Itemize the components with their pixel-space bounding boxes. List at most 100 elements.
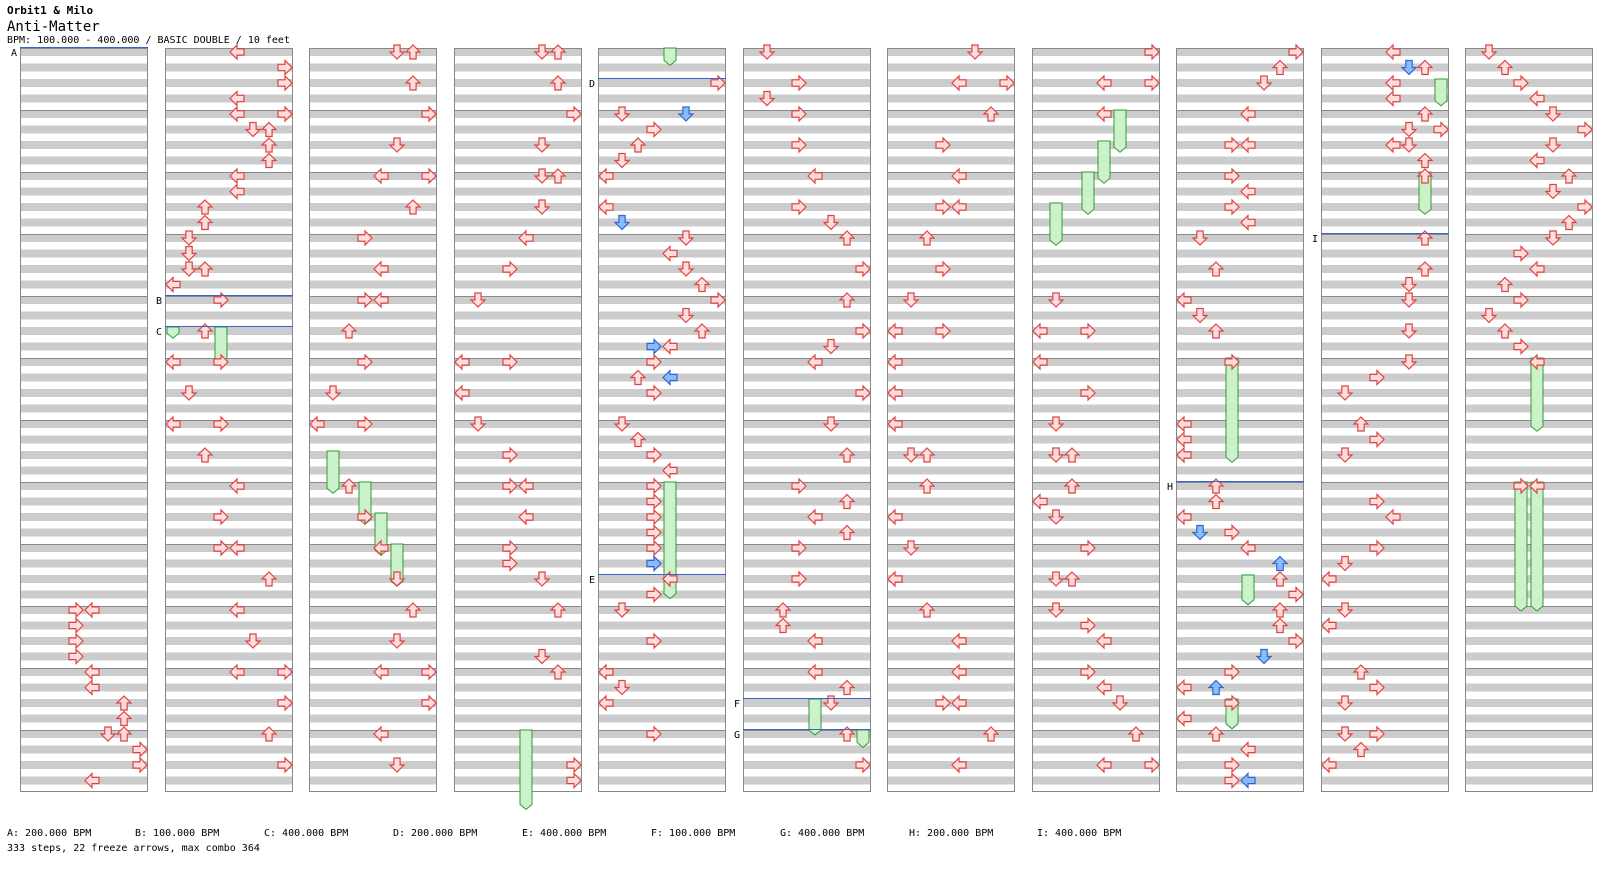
beat-stripe — [454, 156, 582, 165]
beat-stripe — [165, 497, 293, 506]
beat-stripe — [454, 544, 582, 552]
beat-stripe — [1176, 327, 1304, 335]
beat-stripe — [1465, 482, 1593, 490]
beat-stripe — [887, 730, 1015, 738]
beat-stripe — [1321, 466, 1449, 475]
beat-stripe — [598, 621, 726, 630]
step-arrow — [774, 602, 792, 618]
beat-stripe — [20, 327, 148, 335]
step-arrow — [196, 199, 214, 215]
beat-stripe — [598, 528, 726, 537]
step-arrow — [662, 245, 678, 262]
step-arrow — [918, 230, 936, 246]
step-arrow — [502, 539, 518, 557]
beat-stripe — [165, 156, 293, 165]
beat-stripe — [598, 156, 726, 165]
beat-stripe — [1176, 637, 1304, 645]
beat-stripe — [454, 776, 582, 785]
step-arrow — [855, 756, 871, 774]
beat-stripe — [743, 637, 871, 645]
step-arrow — [758, 90, 776, 107]
beat-stripe — [1321, 761, 1449, 769]
beat-stripe — [1321, 203, 1449, 211]
beat-stripe — [20, 373, 148, 382]
beat-stripe — [309, 187, 437, 196]
step-arrow — [1288, 43, 1304, 61]
beat-stripe — [309, 714, 437, 723]
beat-stripe — [1032, 637, 1160, 645]
step-arrow — [1336, 726, 1354, 742]
step-arrow — [1544, 137, 1562, 153]
beat-stripe — [743, 249, 871, 258]
beat-stripe — [1176, 668, 1304, 676]
step-arrow — [1063, 571, 1081, 587]
beat-stripe — [454, 48, 582, 56]
chart-column — [743, 48, 871, 792]
step-arrow — [373, 167, 389, 185]
beat-stripe — [1032, 730, 1160, 738]
beat-stripe — [454, 280, 582, 289]
step-arrow — [1480, 44, 1498, 60]
step-arrow — [260, 152, 278, 169]
beat-stripe — [1032, 497, 1160, 506]
beat-stripe — [1465, 203, 1593, 211]
step-arrow — [196, 447, 214, 463]
step-arrow — [1224, 756, 1240, 774]
bpm-legend-item: I: 400.000 BPM — [1037, 828, 1122, 839]
step-arrow — [260, 571, 278, 587]
step-arrow — [99, 726, 117, 742]
beat-stripe — [165, 110, 293, 118]
step-arrow — [1400, 354, 1418, 370]
step-arrow — [132, 741, 148, 758]
step-arrow — [549, 168, 567, 184]
step-arrow — [1352, 416, 1370, 432]
beat-stripe — [743, 265, 871, 273]
bpm-legend-item: A: 200.000 BPM — [7, 828, 92, 839]
beat-stripe — [309, 203, 437, 211]
beat-stripe — [165, 389, 293, 397]
step-arrow — [1400, 323, 1418, 339]
beat-stripe — [165, 528, 293, 537]
beat-stripe — [1321, 110, 1449, 118]
beat-stripe — [1465, 668, 1593, 676]
step-arrow — [791, 570, 807, 588]
beat-stripe — [165, 249, 293, 258]
beat-stripe — [743, 683, 871, 692]
beat-stripe — [1321, 296, 1449, 304]
beat-stripe — [1321, 342, 1449, 351]
step-arrow — [518, 508, 534, 526]
step-arrow — [229, 90, 245, 107]
step-arrow — [1224, 136, 1240, 154]
beat-stripe — [309, 296, 437, 304]
chart-stats: 333 steps, 22 freeze arrows, max combo 3… — [7, 843, 260, 854]
beat-stripe — [309, 606, 437, 614]
step-arrow — [629, 369, 647, 386]
bpm-change-label: E — [589, 575, 595, 586]
beat-stripe — [598, 218, 726, 227]
step-arrow — [1416, 230, 1434, 246]
step-arrow — [677, 307, 695, 324]
step-arrow — [549, 75, 567, 91]
step-arrow — [68, 601, 84, 619]
step-arrow — [1144, 756, 1160, 774]
beat-stripe — [743, 699, 871, 707]
beat-stripe — [1176, 745, 1304, 754]
step-arrow — [340, 323, 358, 339]
beat-stripe — [165, 730, 293, 738]
beat-stripe — [1321, 451, 1449, 459]
beat-stripe — [309, 699, 437, 707]
beat-stripe — [1176, 311, 1304, 320]
step-arrow — [213, 415, 229, 433]
beat-stripe — [165, 466, 293, 475]
step-arrow — [822, 416, 840, 432]
step-arrow — [951, 167, 967, 185]
bpm-change-label: F — [734, 699, 740, 710]
step-arrow — [1480, 307, 1498, 324]
beat-stripe — [1321, 497, 1449, 506]
beat-stripe — [165, 714, 293, 723]
beat-stripe — [1176, 187, 1304, 196]
beat-stripe — [598, 327, 726, 335]
step-arrow — [1288, 632, 1304, 650]
freeze-arrow — [856, 729, 870, 749]
beat-stripe — [454, 559, 582, 568]
